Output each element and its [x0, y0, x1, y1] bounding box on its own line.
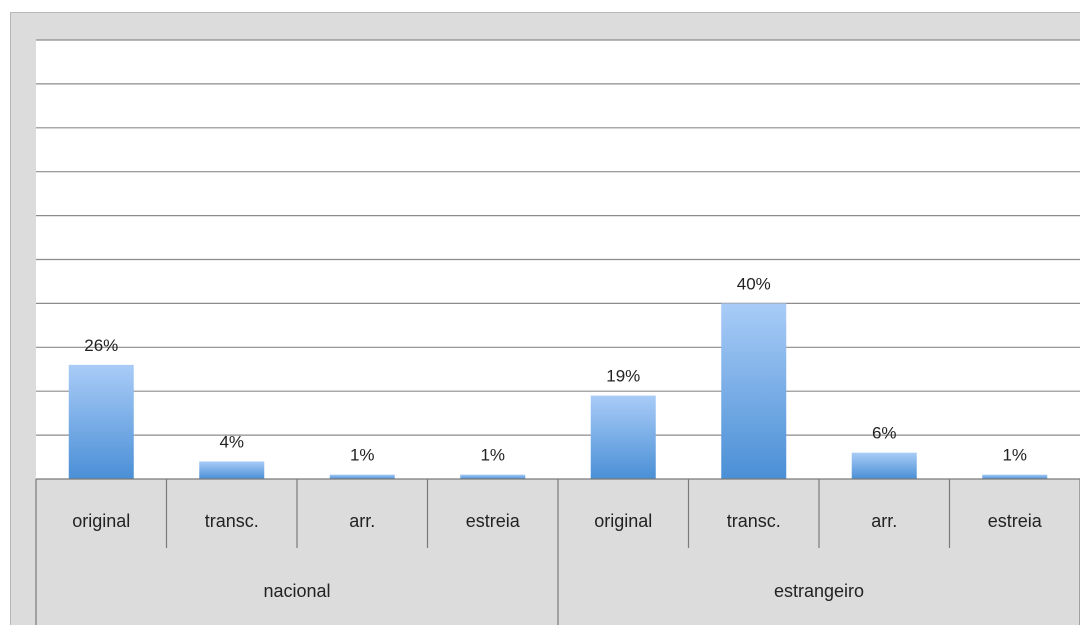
category-tick-label: original — [594, 511, 652, 531]
category-tick-label: transc. — [727, 511, 781, 531]
category-tick-label: transc. — [205, 511, 259, 531]
category-tick-label: arr. — [871, 511, 897, 531]
category-tick-label: estreia — [466, 511, 521, 531]
category-axis: original transc. arr. estreia original transc… — [35, 478, 1080, 625]
bar — [590, 395, 656, 479]
data-label: 26% — [84, 336, 118, 355]
category-tick-label: arr. — [349, 511, 375, 531]
bar — [68, 364, 134, 479]
value-labels: 26% 4% 1% 1% 19% 40% 6% 1% — [84, 274, 1027, 464]
data-label: 40% — [737, 274, 771, 293]
bar — [982, 474, 1048, 479]
bar — [329, 474, 395, 479]
data-label: 4% — [219, 432, 244, 451]
data-label: 1% — [350, 446, 375, 465]
bars — [68, 303, 1048, 479]
bar — [460, 474, 526, 479]
group-tick-label: nacional — [263, 581, 330, 601]
gridlines — [36, 39, 1080, 436]
category-tick-label: original — [72, 511, 130, 531]
data-label: 1% — [1002, 446, 1027, 465]
data-label: 1% — [480, 446, 505, 465]
data-label: 19% — [606, 367, 640, 386]
data-label: 6% — [872, 424, 897, 443]
bar — [851, 452, 917, 479]
bar — [199, 461, 265, 479]
bar — [721, 303, 787, 479]
group-tick-label: estrangeiro — [774, 581, 864, 601]
category-tick-label: estreia — [988, 511, 1043, 531]
